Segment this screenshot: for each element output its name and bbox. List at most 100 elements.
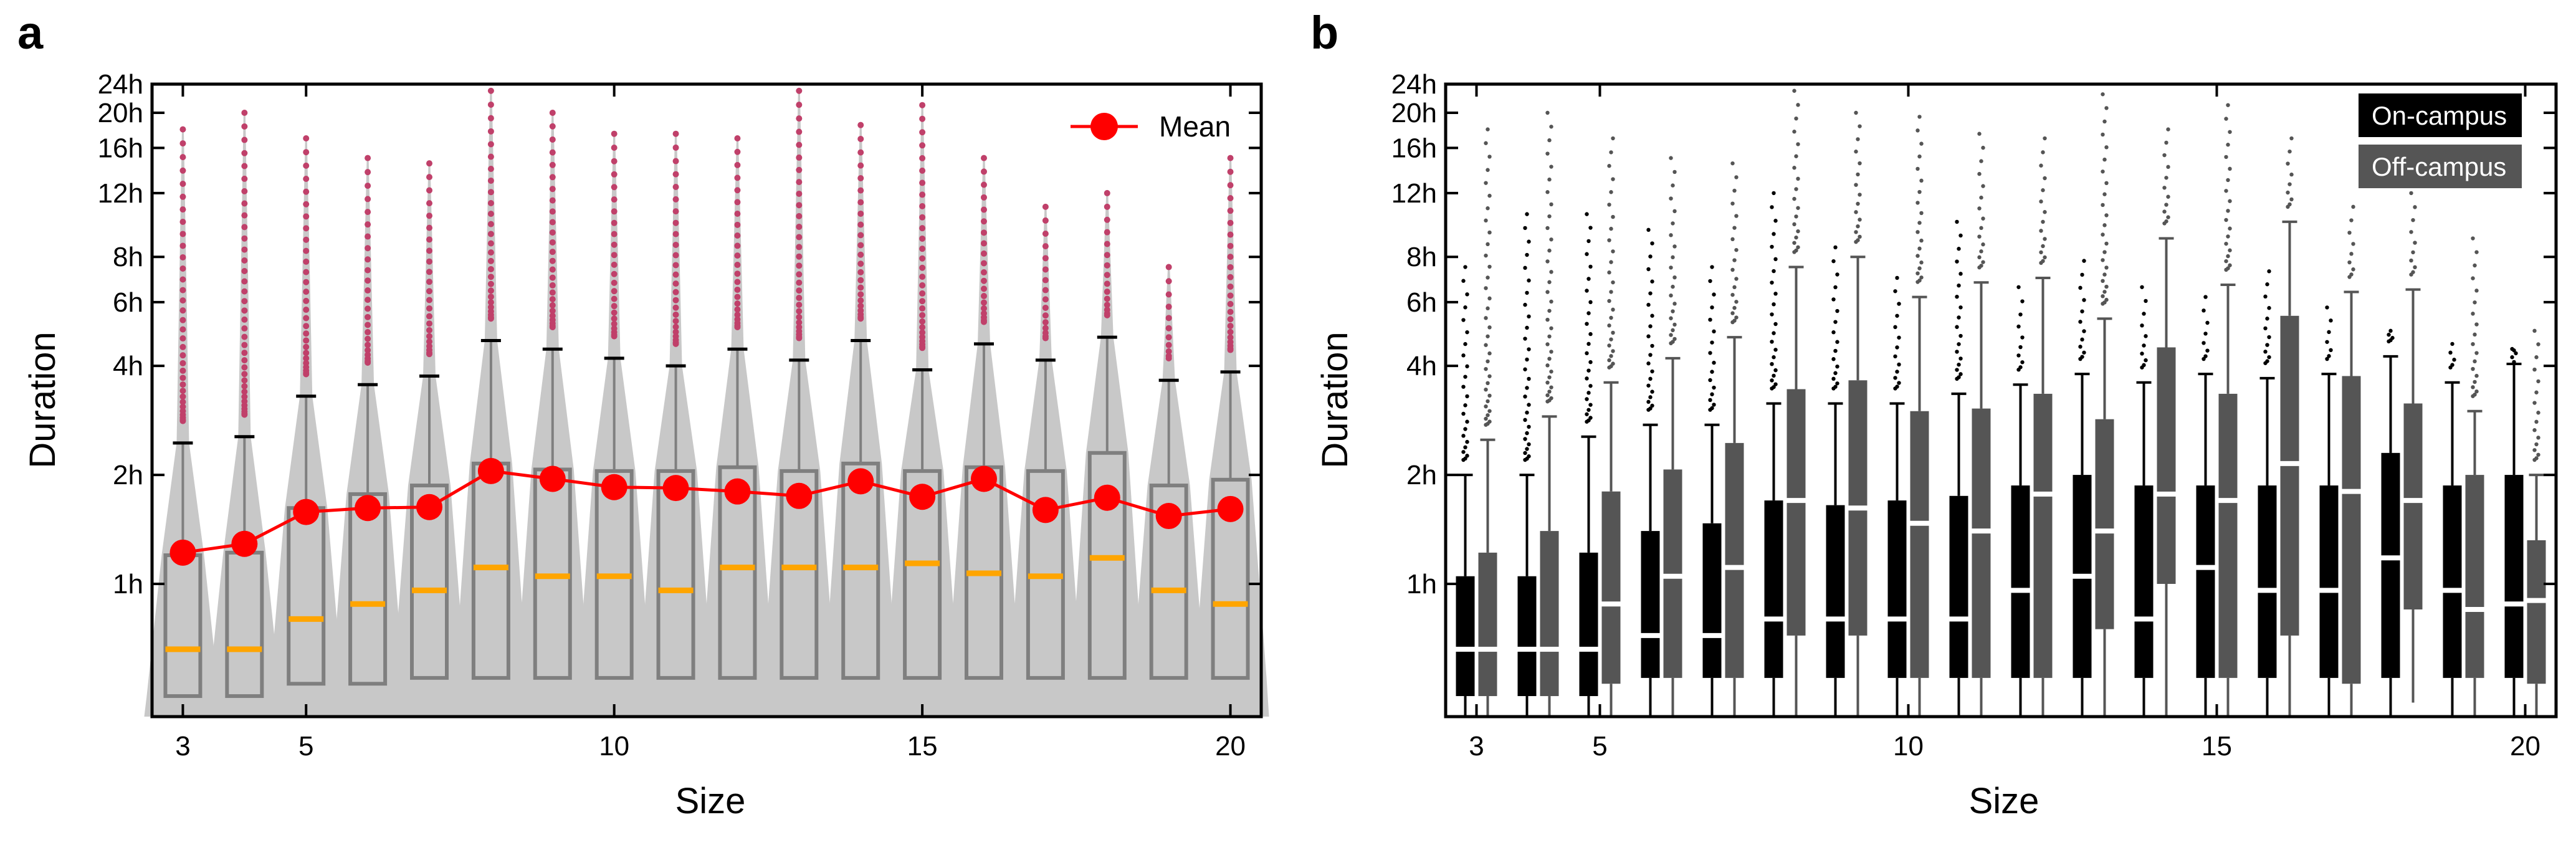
- outlier-point: [1671, 340, 1675, 344]
- outlier-point: [303, 297, 310, 304]
- outlier-point: [611, 261, 618, 268]
- off-campus-box: [2342, 376, 2361, 684]
- outlier-point: [1042, 304, 1049, 311]
- outlier-point: [1669, 293, 1673, 298]
- outlier-point: [2104, 145, 2109, 150]
- outlier-point: [1609, 290, 1613, 294]
- outlier-point: [241, 188, 248, 194]
- outlier-point: [2267, 306, 2271, 310]
- outlier-point: [2082, 298, 2086, 302]
- outlier-point: [1461, 384, 1466, 389]
- outlier-point: [2082, 259, 2086, 263]
- outlier-point: [1465, 394, 1469, 399]
- outlier-point: [241, 364, 248, 371]
- panel-b-xlabel: Size: [1969, 781, 2039, 821]
- outlier-point: [179, 193, 186, 200]
- outlier-point: [1227, 300, 1234, 307]
- outlier-point: [1796, 245, 1800, 249]
- outlier-point: [1732, 285, 1737, 290]
- outlier-point: [241, 200, 248, 207]
- x-tick-label: 10: [1893, 731, 1924, 761]
- outlier-point: [2140, 351, 2144, 356]
- outlier-point: [1977, 206, 1982, 211]
- outlier-point: [919, 191, 926, 198]
- outlier-point: [549, 249, 556, 255]
- outlier-point: [2016, 353, 2021, 358]
- outlier-point: [365, 322, 371, 328]
- outlier-point: [734, 199, 741, 206]
- outlier-point: [487, 115, 494, 122]
- outlier-point: [365, 277, 371, 284]
- outlier-point: [981, 293, 987, 300]
- outlier-point: [365, 335, 371, 342]
- outlier-point: [1710, 340, 1714, 345]
- outlier-point: [919, 274, 926, 280]
- outlier-point: [2329, 318, 2333, 323]
- outlier-point: [549, 302, 556, 308]
- outlier-point: [1981, 145, 1985, 150]
- outlier-point: [549, 257, 556, 264]
- outlier-point: [1671, 255, 1675, 260]
- outlier-point: [1585, 412, 1589, 416]
- outlier-point: [487, 303, 494, 310]
- y-tick-label: 2h: [1406, 460, 1437, 490]
- outlier-point: [1486, 413, 1490, 418]
- outlier-point: [611, 171, 618, 178]
- outlier-point: [2534, 419, 2539, 424]
- outlier-point: [241, 377, 248, 384]
- outlier-point: [1104, 252, 1110, 259]
- outlier-point: [1712, 385, 1716, 390]
- outlier-point: [1463, 341, 1467, 346]
- outlier-point: [2039, 250, 2043, 255]
- outlier-point: [734, 210, 741, 217]
- outlier-point: [303, 330, 310, 337]
- outlier-point: [2166, 194, 2170, 199]
- panel-a-xlabel: Size: [675, 781, 746, 821]
- outlier-point: [2102, 290, 2107, 294]
- outlier-point: [919, 305, 926, 312]
- outlier-point: [303, 279, 310, 285]
- outlier-point: [1547, 389, 1552, 394]
- outlier-point: [1611, 330, 1615, 335]
- outlier-point: [672, 130, 679, 137]
- outlier-point: [857, 232, 864, 239]
- outlier-point: [2409, 258, 2413, 263]
- outlier-point: [1917, 115, 1922, 119]
- outlier-point: [1525, 212, 1529, 216]
- outlier-point: [2101, 279, 2105, 284]
- mean-point: [231, 530, 258, 557]
- outlier-point: [1484, 218, 1488, 223]
- outlier-point: [2039, 199, 2043, 204]
- outlier-point: [2349, 272, 2354, 277]
- outlier-point: [1545, 380, 1550, 385]
- outlier-point: [981, 155, 987, 161]
- outlier-point: [2104, 106, 2109, 110]
- outlier-point: [487, 200, 494, 207]
- outlier-point: [1486, 399, 1490, 404]
- outlier-point: [2532, 401, 2537, 405]
- outlier-point: [1227, 323, 1234, 330]
- outlier-point: [1897, 335, 1901, 340]
- outlier-point: [672, 231, 679, 237]
- outlier-point: [1165, 264, 1172, 270]
- outlier-point: [426, 279, 432, 285]
- outlier-point: [2532, 367, 2537, 372]
- outlier-point: [241, 341, 248, 348]
- outlier-point: [1708, 279, 1712, 284]
- outlier-point: [2043, 176, 2047, 181]
- mean-point: [539, 465, 566, 492]
- outlier-point: [2413, 241, 2417, 245]
- outlier-point: [1611, 214, 1615, 219]
- on-campus-box: [1949, 495, 1968, 678]
- outlier-point: [487, 177, 494, 184]
- outlier-point: [1915, 271, 1920, 275]
- mean-point: [1094, 484, 1120, 511]
- outlier-point: [1646, 302, 1651, 307]
- outlier-point: [981, 305, 987, 312]
- outlier-point: [1549, 125, 1553, 129]
- outlier-point: [179, 352, 186, 359]
- outlier-point: [981, 299, 987, 306]
- violin-size-18: [1068, 193, 1146, 717]
- outlier-point: [365, 183, 371, 189]
- outlier-point: [857, 221, 864, 228]
